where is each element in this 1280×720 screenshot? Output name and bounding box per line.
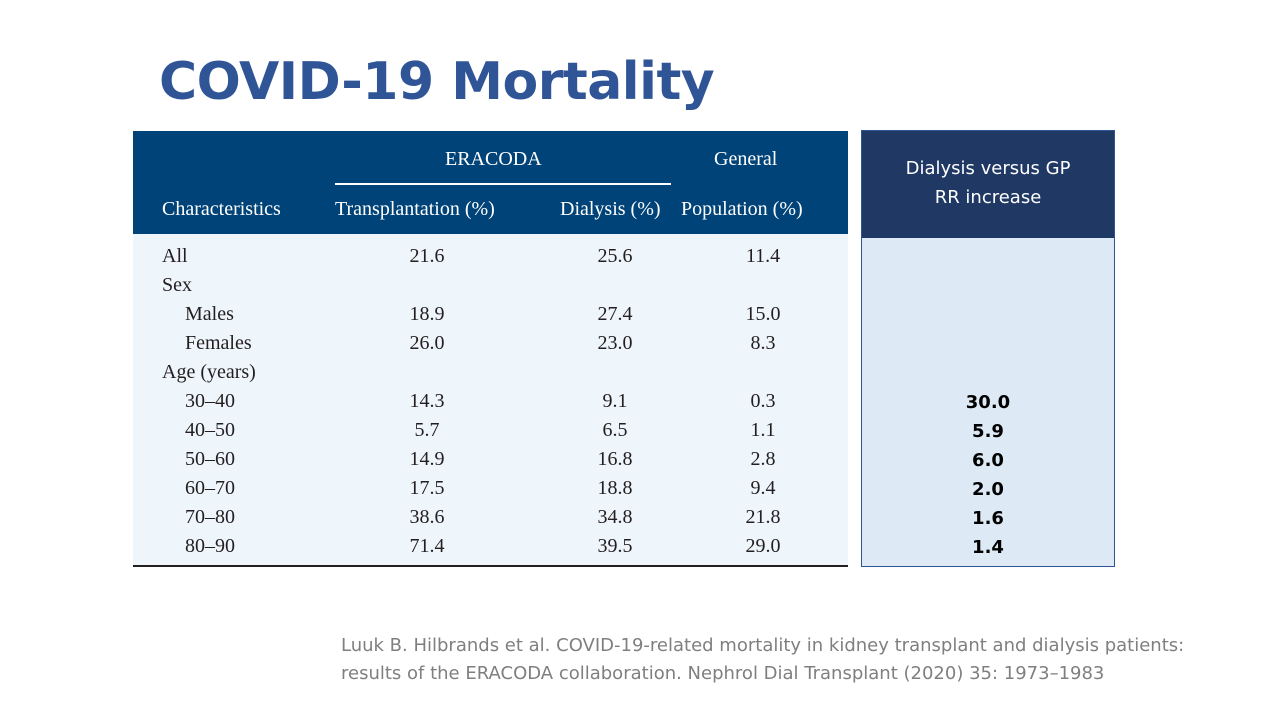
population-value: 29.0 <box>745 535 781 557</box>
population-value: 0.3 <box>750 390 776 412</box>
row-label: 70–80 <box>185 506 235 528</box>
table-row: 60–70 17.5 18.8 9.4 <box>133 474 848 503</box>
table-row: 80–90 71.4 39.5 29.0 <box>133 532 848 561</box>
column-header-population: Population (%) <box>681 198 803 220</box>
dialysis-value: 23.0 <box>597 332 633 354</box>
transplantation-value: 5.7 <box>414 419 440 441</box>
dialysis-value: 6.5 <box>602 419 628 441</box>
dialysis-value: 25.6 <box>597 245 633 267</box>
dialysis-value: 39.5 <box>597 535 633 557</box>
transplantation-value: 18.9 <box>409 303 445 325</box>
rr-value: 2.0 <box>972 479 1004 500</box>
row-label: 80–90 <box>185 535 235 557</box>
transplantation-value: 14.9 <box>409 448 445 470</box>
rr-value: 1.4 <box>972 537 1004 558</box>
table-row: Age (years) <box>133 358 848 387</box>
slide-title: COVID-19 Mortality <box>159 52 715 112</box>
mortality-table: ERACODA General Characteristics Transpla… <box>133 131 848 567</box>
citation-line1: Luuk B. Hilbrands et al. COVID-19-relate… <box>341 635 1185 656</box>
group-header-eracoda: ERACODA <box>445 148 542 170</box>
group-header-rule <box>335 183 671 185</box>
table-bottom-rule <box>133 565 848 567</box>
population-value: 9.4 <box>750 477 776 499</box>
row-label: 50–60 <box>185 448 235 470</box>
transplantation-value: 71.4 <box>409 535 445 557</box>
table-body: All 21.6 25.6 11.4 Sex Males 18.9 27.4 15.0 Femal… <box>133 234 848 565</box>
dialysis-value: 16.8 <box>597 448 633 470</box>
rr-increase-panel: Dialysis versus GP RR increase 30.0 5.9 6.… <box>861 130 1115 567</box>
row-label: 60–70 <box>185 477 235 499</box>
table-header: ERACODA General Characteristics Transpla… <box>133 131 848 234</box>
transplantation-value: 21.6 <box>409 245 445 267</box>
row-label: 40–50 <box>185 419 235 441</box>
column-header-dialysis: Dialysis (%) <box>560 198 661 220</box>
table-row: 50–60 14.9 16.8 2.8 <box>133 445 848 474</box>
rr-value: 30.0 <box>965 392 1011 413</box>
table-row: Females 26.0 23.0 8.3 <box>133 329 848 358</box>
population-value: 21.8 <box>745 506 781 528</box>
row-label: Males <box>185 303 234 325</box>
rr-header-line2: RR increase <box>934 187 1042 208</box>
row-label: Females <box>185 332 252 354</box>
row-label: All <box>162 245 188 267</box>
dialysis-value: 9.1 <box>602 390 628 412</box>
population-value: 11.4 <box>745 245 781 267</box>
rr-value: 1.6 <box>972 508 1004 529</box>
rr-value: 6.0 <box>972 450 1004 471</box>
row-label: Sex <box>162 274 192 296</box>
table-row: 70–80 38.6 34.8 21.8 <box>133 503 848 532</box>
group-header-general: General <box>714 148 778 170</box>
transplantation-value: 26.0 <box>409 332 445 354</box>
transplantation-value: 14.3 <box>409 390 445 412</box>
dialysis-value: 34.8 <box>597 506 633 528</box>
transplantation-value: 17.5 <box>409 477 445 499</box>
row-label: Age (years) <box>162 361 256 383</box>
dialysis-value: 27.4 <box>597 303 633 325</box>
row-label: 30–40 <box>185 390 235 412</box>
citation-line2: results of the ERACODA collaboration. Ne… <box>341 663 1105 684</box>
table-row: 30–40 14.3 9.1 0.3 <box>133 387 848 416</box>
table-row: Sex <box>133 271 848 300</box>
column-header-characteristics: Characteristics <box>162 198 281 220</box>
population-value: 2.8 <box>750 448 776 470</box>
population-value: 1.1 <box>750 419 776 441</box>
table-row: Males 18.9 27.4 15.0 <box>133 300 848 329</box>
rr-value: 5.9 <box>972 421 1004 442</box>
table-row: 40–50 5.7 6.5 1.1 <box>133 416 848 445</box>
population-value: 15.0 <box>745 303 781 325</box>
population-value: 8.3 <box>750 332 776 354</box>
column-header-transplantation: Transplantation (%) <box>335 198 495 220</box>
citation: Luuk B. Hilbrands et al. COVID-19-relate… <box>341 632 1184 688</box>
transplantation-value: 38.6 <box>409 506 445 528</box>
rr-header-line1: Dialysis versus GP <box>905 158 1071 179</box>
table-row: All 21.6 25.6 11.4 <box>133 242 848 271</box>
rr-panel-header: Dialysis versus GP RR increase <box>862 131 1114 238</box>
dialysis-value: 18.8 <box>597 477 633 499</box>
